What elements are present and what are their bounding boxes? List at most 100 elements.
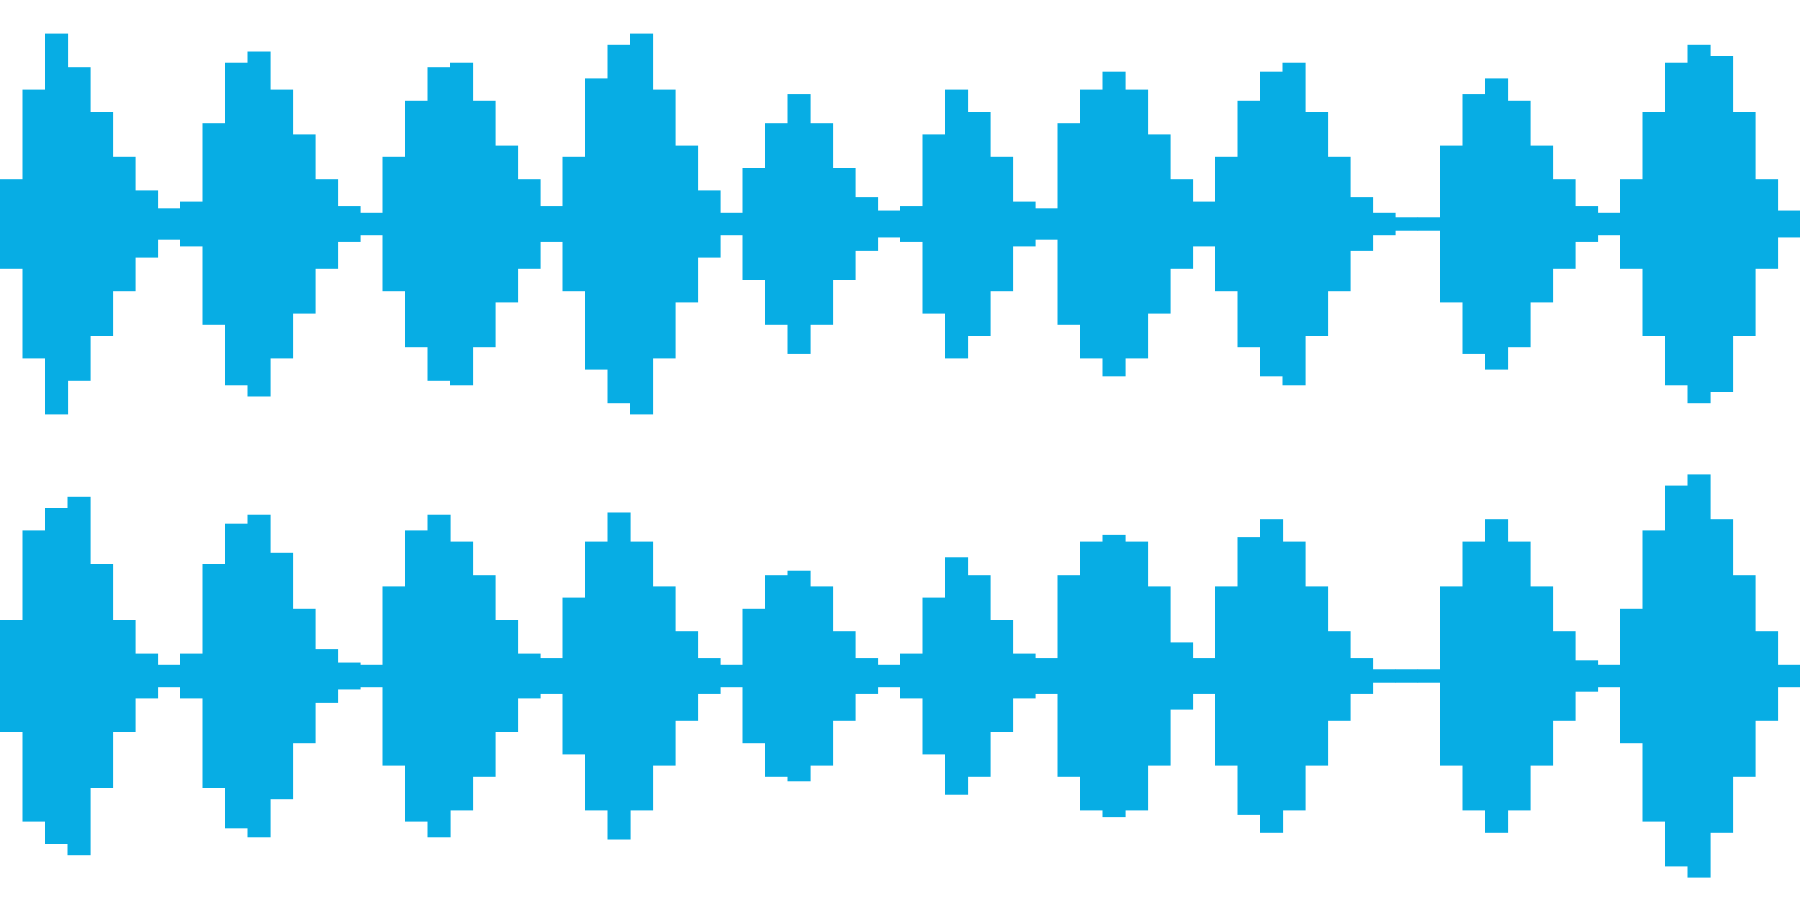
amplitude-bar — [1597, 664, 1621, 688]
amplitude-bar — [1080, 89, 1104, 359]
amplitude-bar — [585, 541, 609, 811]
amplitude-bar — [742, 608, 766, 744]
amplitude-bar — [1372, 669, 1396, 683]
amplitude-bar — [1620, 608, 1644, 744]
amplitude-bar — [495, 145, 519, 303]
amplitude-bar — [877, 664, 901, 688]
amplitude-bar — [765, 575, 789, 777]
amplitude-bar — [652, 586, 676, 766]
amplitude-bar — [0, 179, 24, 269]
amplitude-bar — [1260, 519, 1284, 833]
amplitude-bar — [247, 51, 271, 397]
amplitude-bar — [427, 67, 451, 381]
amplitude-bar — [1192, 201, 1216, 247]
amplitude-bar — [855, 197, 879, 251]
amplitude-bar — [45, 33, 69, 415]
amplitude-bar — [450, 62, 474, 386]
amplitude-bar — [1012, 653, 1036, 699]
amplitude-bar — [877, 210, 901, 238]
amplitude-bar — [810, 123, 834, 325]
amplitude-bar — [1462, 541, 1486, 811]
amplitude-bar — [1147, 586, 1171, 766]
amplitude-bar — [1597, 212, 1621, 236]
amplitude-bar — [855, 658, 879, 694]
amplitude-bar — [1642, 112, 1666, 336]
amplitude-bar — [607, 44, 631, 404]
amplitude-bar — [382, 156, 406, 292]
amplitude-bar — [472, 575, 496, 777]
amplitude-bar — [1215, 156, 1239, 292]
amplitude-bar — [1732, 575, 1756, 777]
amplitude-bar — [675, 145, 699, 303]
amplitude-bar — [315, 179, 339, 269]
amplitude-bar — [720, 664, 744, 688]
amplitude-bar — [1507, 100, 1531, 348]
amplitude-bar — [1237, 537, 1261, 815]
amplitude-bar — [22, 89, 46, 359]
amplitude-bar — [540, 658, 564, 694]
amplitude-bar — [292, 134, 316, 314]
amplitude-bar — [1575, 206, 1599, 242]
amplitude-bar — [1350, 197, 1374, 251]
amplitude-bar — [135, 190, 159, 258]
amplitude-bar — [652, 89, 676, 359]
amplitude-bar — [270, 89, 294, 359]
amplitude-bar — [1687, 474, 1711, 878]
amplitude-bar — [315, 649, 339, 703]
amplitude-bar — [1350, 658, 1374, 694]
amplitude-bar — [472, 100, 496, 348]
amplitude-bar — [180, 201, 204, 247]
amplitude-bar — [1305, 112, 1329, 336]
amplitude-bar — [1395, 669, 1419, 683]
amplitude-bar — [495, 620, 519, 732]
amplitude-bar — [1440, 586, 1464, 766]
amplitude-bar — [517, 653, 541, 699]
amplitude-bar — [1732, 112, 1756, 336]
amplitude-bar — [562, 597, 586, 755]
amplitude-bar — [90, 112, 114, 336]
amplitude-bar — [990, 156, 1014, 292]
amplitude-bar — [585, 78, 609, 370]
amplitude-bar — [1417, 669, 1441, 683]
amplitude-bar — [427, 514, 451, 838]
amplitude-bar — [720, 212, 744, 236]
amplitude-bar — [1035, 658, 1059, 694]
amplitude-bar — [630, 33, 654, 415]
amplitude-bar — [922, 597, 946, 755]
amplitude-bar — [1192, 658, 1216, 694]
amplitude-bar — [1080, 541, 1104, 811]
amplitude-bar — [1057, 123, 1081, 325]
amplitude-bar — [787, 94, 811, 354]
amplitude-bar — [1440, 145, 1464, 303]
amplitude-bar — [1507, 541, 1531, 811]
amplitude-bar — [450, 541, 474, 811]
amplitude-bar — [225, 523, 249, 829]
amplitude-bar — [1147, 134, 1171, 314]
amplitude-bar — [157, 208, 181, 240]
amplitude-bar — [810, 586, 834, 766]
amplitude-bar — [1665, 62, 1689, 386]
amplitude-bar — [990, 620, 1014, 732]
amplitude-bar — [922, 134, 946, 314]
amplitude-bar — [135, 653, 159, 699]
amplitude-bar — [967, 575, 991, 777]
amplitude-bar — [607, 512, 631, 840]
amplitude-bar — [180, 653, 204, 699]
amplitude-bar — [292, 608, 316, 744]
amplitude-bar — [405, 530, 429, 822]
amplitude-bar — [697, 658, 721, 694]
amplitude-bar — [1710, 519, 1734, 833]
amplitude-bar — [45, 508, 69, 844]
amplitude-bar — [1327, 631, 1351, 721]
amplitude-bar — [1687, 44, 1711, 404]
amplitude-bar — [1575, 660, 1599, 692]
amplitude-bar — [900, 653, 924, 699]
amplitude-bar — [1125, 89, 1149, 359]
amplitude-bar — [337, 662, 361, 690]
amplitude-bar — [1665, 485, 1689, 867]
amplitude-bar — [562, 156, 586, 292]
amplitude-bar — [337, 206, 361, 242]
amplitude-bar — [1305, 586, 1329, 766]
amplitude-bar — [247, 514, 271, 838]
